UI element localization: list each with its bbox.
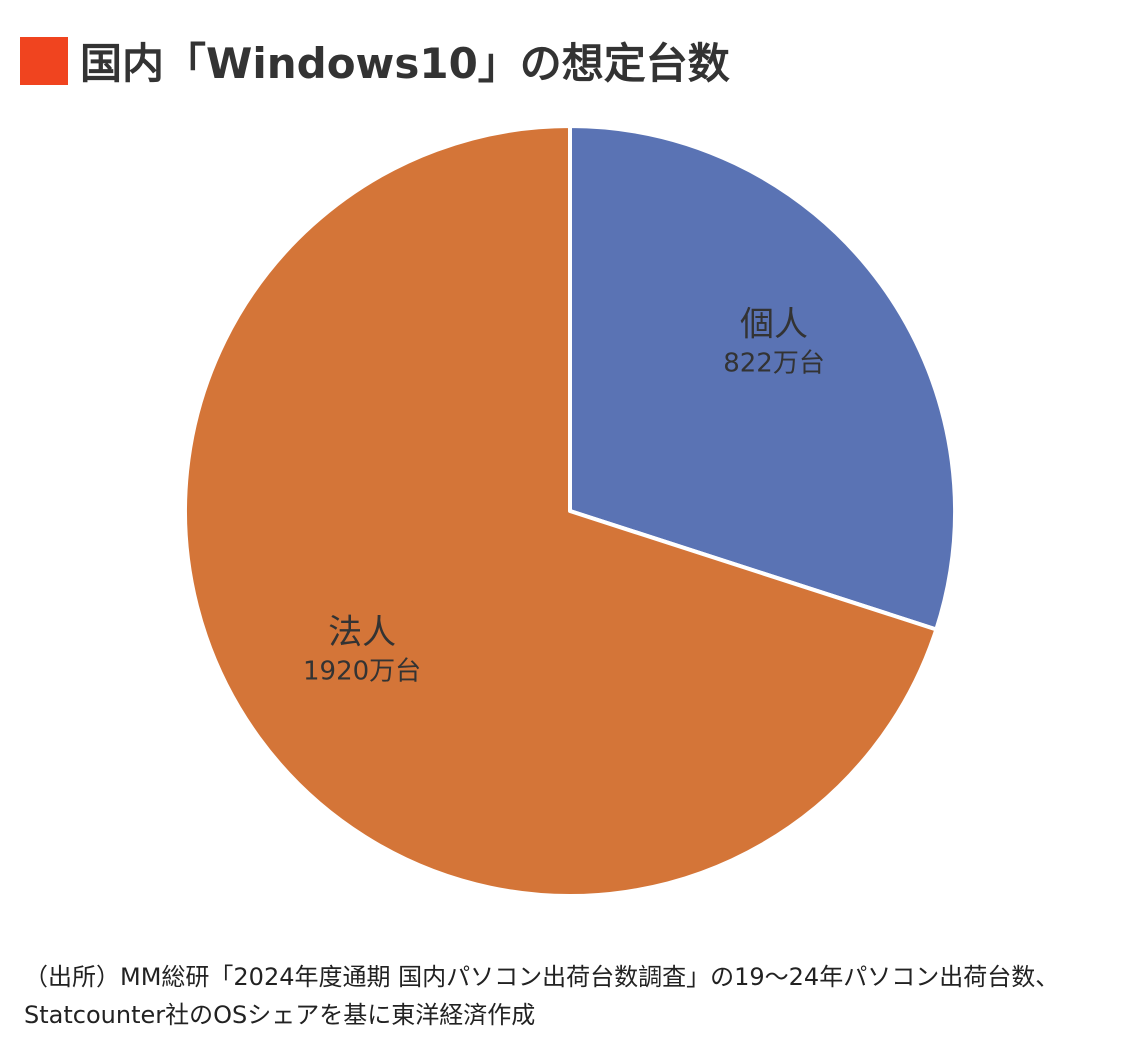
chart-title-row: 国内「Windows10」の想定台数 [20, 30, 730, 91]
slice-name-label: 個人 [740, 305, 808, 345]
title-marker [20, 36, 68, 85]
source-note: （出所）MM総研「2024年度通期 国内パソコン出荷台数調査」の19〜24年パソ… [24, 963, 1060, 1029]
chart-title: 国内「Windows10」の想定台数 [80, 39, 730, 88]
slice-value-label: 822万台 [723, 349, 825, 379]
slice-value-label: 1920万台 [303, 657, 421, 687]
pie-slice-corporate [183, 124, 939, 898]
pie-slice-private [568, 124, 957, 632]
slice-name-label: 法人 [328, 613, 396, 653]
